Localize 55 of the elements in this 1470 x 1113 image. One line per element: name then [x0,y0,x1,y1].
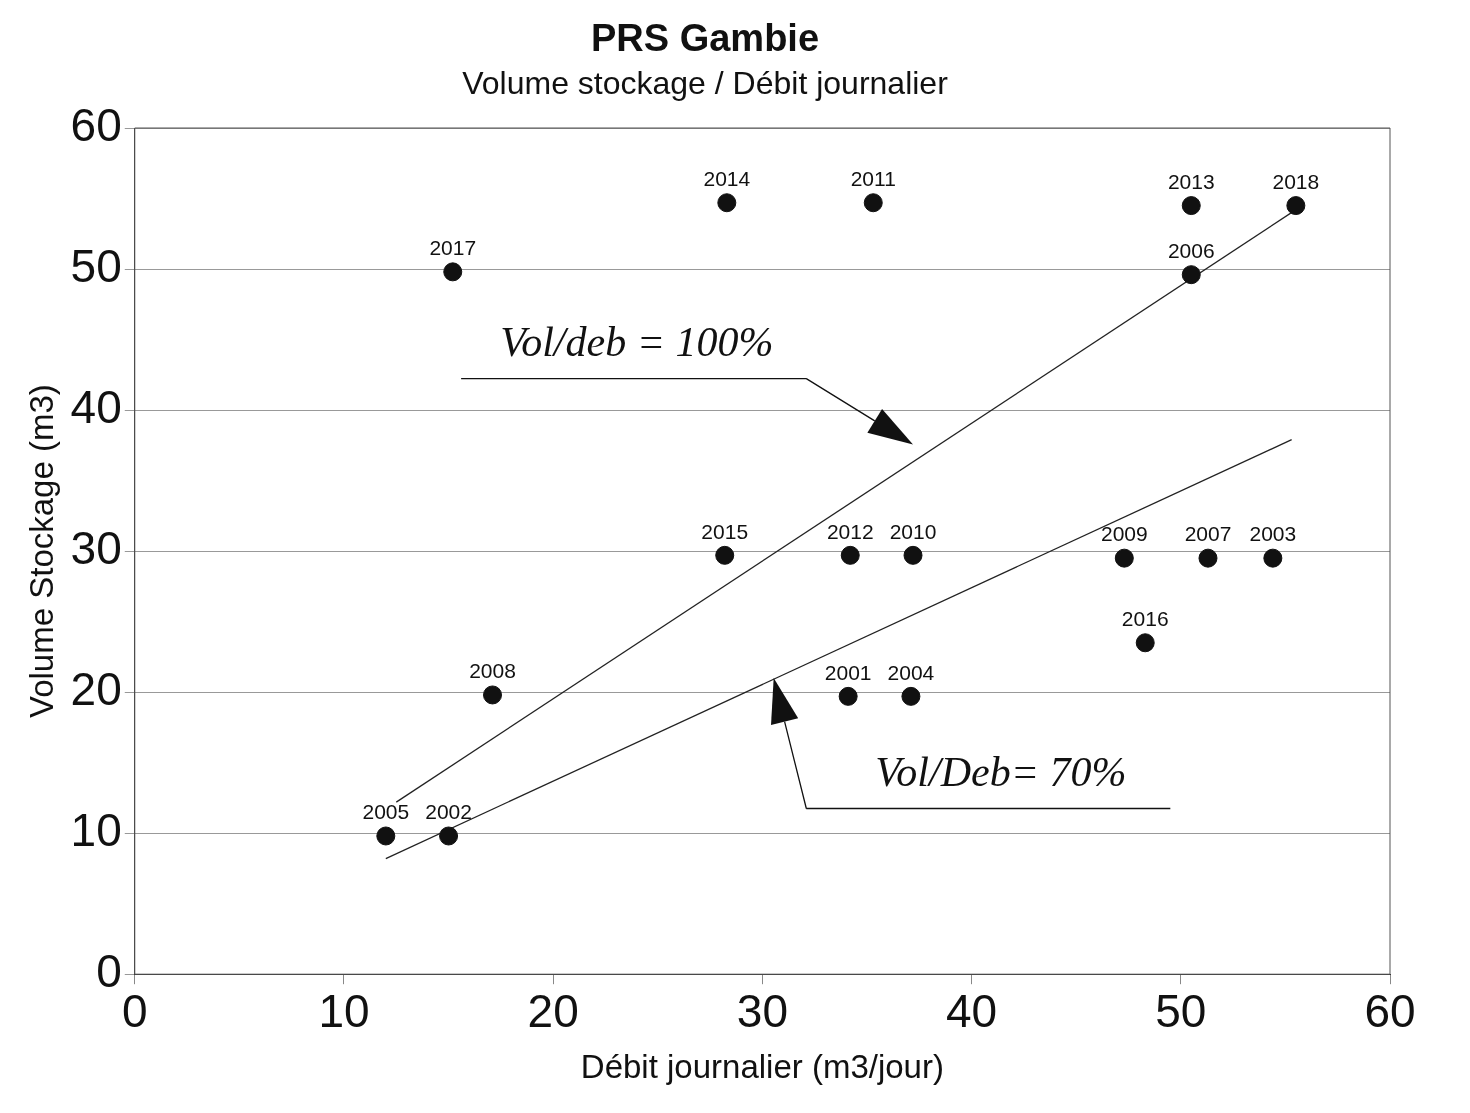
x-tick-label: 20 [527,985,579,1038]
annotation: 2001 [824,660,872,684]
chart-subtitle: Volume stockage / Débit journalier [462,64,949,101]
point [1135,633,1155,653]
x-tick-label: 50 [1155,985,1207,1038]
point [1263,548,1283,568]
y-tick-label: 60 [70,98,122,151]
annotation: Vol/deb = 100% [500,318,774,365]
x-tick-label: 30 [736,985,788,1038]
point [715,545,735,565]
point [1198,548,1218,568]
annotation: 2007 [1184,522,1232,546]
point [443,262,463,282]
annotation: 2017 [429,236,477,260]
annotation: 2014 [703,167,751,191]
point [717,193,737,213]
y-tick-label: 40 [70,380,122,433]
point [376,826,396,846]
x-tick-label: 10 [318,985,370,1038]
point [1286,196,1306,216]
annotation: 2015 [701,519,749,543]
annotation: 2009 [1100,522,1148,546]
point [863,193,883,213]
y-tick-label: 20 [70,662,122,715]
point [840,545,860,565]
chart-title: PRS Gambie [590,17,820,60]
annotation: 2006 [1167,238,1215,262]
annotation: 2011 [850,167,896,191]
y-tick-label: 30 [70,521,122,574]
annotation: 2010 [889,519,937,543]
annotation: 2008 [469,659,516,683]
y-tick-label: 0 [96,944,122,997]
point [1181,265,1201,285]
y-tick-label: 10 [70,803,122,856]
annotation: 2013 [1167,169,1215,193]
annotation: 2003 [1249,522,1297,546]
point [838,686,858,706]
y-tick-label: 50 [70,239,122,292]
annotation: 2004 [887,660,935,684]
point [901,686,921,706]
annotation: 2005 [362,800,410,824]
point [439,826,459,846]
annotation: 2002 [425,800,472,824]
annotation: 2012 [826,519,874,543]
y-axis-title: Volume Stockage (m3) [22,384,60,719]
point [1181,196,1201,216]
point [903,545,923,565]
annotation: Vol/Deb= 70% [875,748,1127,795]
x-tick-label: 40 [946,985,998,1038]
point [483,685,503,705]
annotation: 2016 [1121,607,1169,631]
point [1114,548,1134,568]
x-tick-label: 60 [1364,985,1416,1038]
annotation: 2018 [1272,169,1320,193]
x-axis-title: Débit journalier (m3/jour) [580,1048,944,1086]
